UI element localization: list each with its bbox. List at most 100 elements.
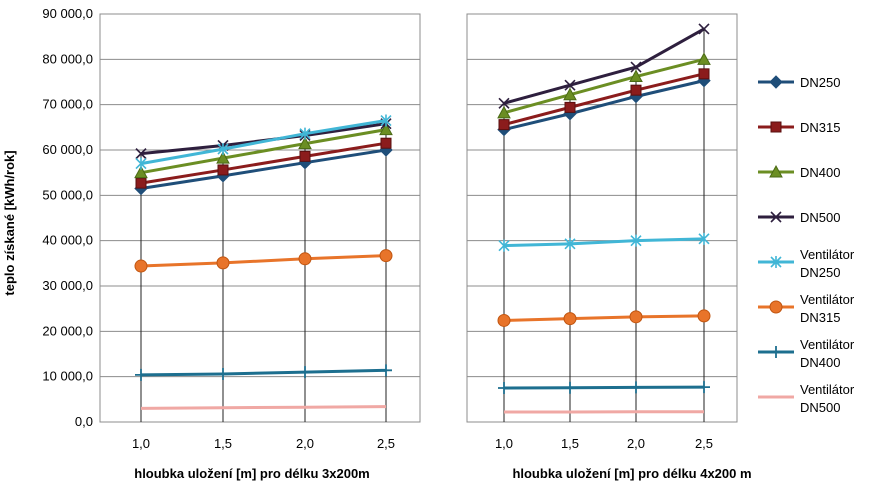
x-tick-label: 2,5 (695, 436, 713, 451)
legend-label: DN400 (800, 355, 840, 370)
data-point (770, 211, 782, 223)
legend-label: DN250 (800, 265, 840, 280)
data-point (298, 136, 312, 150)
y-tick-label: 80 000,0 (42, 51, 93, 66)
data-point (380, 114, 392, 127)
x-tick-label: 2,0 (296, 436, 314, 451)
data-point (217, 164, 229, 176)
y-axis-title-group: teplo získané [kWh/rok] (2, 150, 17, 295)
series-line (503, 314, 705, 322)
data-point (564, 381, 576, 394)
series (134, 122, 393, 179)
y-tick-label: 60 000,0 (42, 142, 93, 157)
data-point (299, 127, 311, 140)
legend-label: DN250 (800, 75, 840, 90)
series-line (503, 79, 705, 132)
data-point (563, 312, 577, 326)
data-point (299, 150, 311, 162)
y-tick-label: 40 000,0 (42, 233, 93, 248)
data-point (770, 256, 782, 268)
x-tick-label: 2,0 (627, 436, 645, 451)
right-panel: 1,0 1,5 2,0 2,5 hloubka uložení [m] pro délk… (466, 13, 752, 481)
data-point (135, 177, 147, 189)
data-point (217, 367, 229, 380)
data-point (216, 256, 230, 270)
legend-item: DN400 (758, 164, 840, 180)
data-point (497, 313, 511, 327)
legend-label: Ventilátor (800, 292, 855, 307)
legend-label: Ventilátor (800, 382, 855, 397)
data-point (217, 143, 229, 156)
data-point (135, 157, 147, 170)
left-panel: 1,0 1,5 2,0 2,5 hloubka uložení [m] pro délk… (99, 13, 421, 481)
series-line (140, 254, 387, 268)
data-point (770, 346, 782, 358)
series (135, 364, 392, 381)
data-point (564, 101, 576, 113)
data-point (498, 119, 510, 131)
data-point (135, 368, 147, 381)
data-point (629, 310, 643, 324)
y-axis-ticks: 0,0 10 000,0 20 000,0 30 000,0 40 000,0 50 00… (42, 6, 93, 429)
data-point (630, 84, 642, 96)
legend-item: Ventilátor DN500 (758, 382, 855, 415)
y-tick-label: 0,0 (75, 414, 93, 429)
plot-area (99, 13, 421, 423)
series-line (503, 72, 705, 127)
data-point (769, 300, 783, 314)
series (497, 52, 711, 119)
series (134, 249, 393, 273)
data-point (379, 249, 393, 263)
x-tick-label: 1,0 (495, 436, 513, 451)
series (140, 405, 387, 410)
data-point (498, 239, 510, 252)
series-line (503, 385, 705, 390)
y-tick-label: 30 000,0 (42, 278, 93, 293)
legend-label: DN500 (800, 210, 840, 225)
data-point (298, 252, 312, 266)
data-point (697, 309, 711, 323)
series-line (503, 57, 705, 115)
legend-label: DN400 (800, 165, 840, 180)
series (498, 68, 710, 131)
y-tick-label: 50 000,0 (42, 187, 93, 202)
legend-label: Ventilátor (800, 337, 855, 352)
x-tick-label: 1,5 (561, 436, 579, 451)
y-axis-title: teplo získané [kWh/rok] (2, 150, 17, 295)
legend-item: DN250 (758, 75, 840, 90)
data-point (299, 366, 311, 379)
series-line (140, 141, 387, 185)
data-point (697, 52, 711, 65)
series-line (503, 27, 705, 105)
series-line (503, 237, 705, 248)
data-point (135, 148, 147, 160)
x-axis-title: hloubka uložení [m] pro délku 4x200 m (512, 466, 751, 481)
data-point (770, 121, 782, 133)
series (135, 114, 392, 170)
data-point (380, 137, 392, 149)
series (497, 309, 711, 327)
y-tick-label: 10 000,0 (42, 369, 93, 384)
data-point (498, 97, 510, 109)
legend-item: DN315 (758, 120, 840, 135)
y-tick-label: 70 000,0 (42, 97, 93, 112)
series (498, 23, 710, 109)
data-point (498, 382, 510, 394)
series-line (140, 119, 387, 166)
legend-item: Ventilátor DN400 (758, 337, 855, 370)
plot-area (466, 13, 738, 423)
data-point (380, 364, 392, 377)
legend-item: DN500 (758, 210, 840, 225)
data-point (564, 79, 576, 91)
data-point (134, 165, 148, 179)
data-point (629, 69, 643, 83)
y-tick-label: 20 000,0 (42, 323, 93, 338)
x-axis-title: hloubka uložení [m] pro délku 3x200m (134, 466, 370, 481)
series (135, 137, 392, 189)
x-tick-label: 1,5 (214, 436, 232, 451)
data-point (497, 105, 511, 119)
data-point (630, 61, 642, 73)
legend-label: Ventilátor (800, 247, 855, 262)
series-line (140, 148, 387, 191)
